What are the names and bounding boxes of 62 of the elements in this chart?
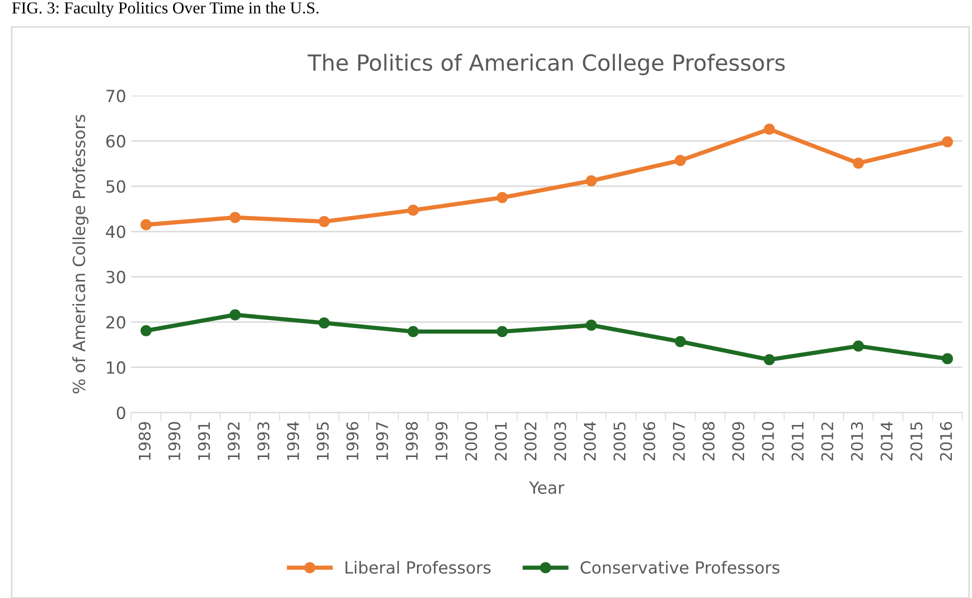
x-tick-label: 1993 xyxy=(257,422,270,460)
point xyxy=(230,212,241,224)
point xyxy=(408,326,419,338)
point xyxy=(674,154,686,166)
x-tick-label: 1995 xyxy=(316,422,329,460)
point xyxy=(496,192,508,204)
point xyxy=(764,124,775,135)
y-tick-label: 50 xyxy=(106,180,126,193)
legend-label: Conservative Professors xyxy=(580,560,780,574)
point xyxy=(674,336,686,348)
x-tick-label: 1998 xyxy=(406,422,418,460)
x-tick-label: 2005 xyxy=(614,422,626,460)
x-tick-label: 1990 xyxy=(168,422,180,460)
point xyxy=(408,204,419,216)
y-tick-label: 70 xyxy=(106,90,126,102)
y-tick-label: 60 xyxy=(106,134,126,148)
point xyxy=(942,136,953,148)
point xyxy=(852,340,864,352)
y-axis-title: % of American College Professors xyxy=(72,114,88,394)
point xyxy=(586,320,597,331)
x-tick-label: 1991 xyxy=(198,422,210,460)
point xyxy=(586,175,597,186)
x-tick-label: 2008 xyxy=(702,422,715,460)
x-tick-label: 2004 xyxy=(584,422,596,460)
x-tick-label: 2000 xyxy=(465,422,478,460)
y-tick-label: 10 xyxy=(106,361,126,374)
x-tick-label: 2011 xyxy=(792,422,804,460)
point xyxy=(942,353,953,364)
x-axis-title: Year xyxy=(529,482,564,494)
point xyxy=(318,216,330,228)
point xyxy=(140,325,152,336)
x-tick-label: 2012 xyxy=(821,422,834,460)
y-tick-label: 20 xyxy=(106,316,126,329)
x-tick-label: 1997 xyxy=(376,422,388,460)
x-tick-label: 2010 xyxy=(762,422,774,460)
x-tick-label: 2014 xyxy=(880,422,893,460)
x-tick-label: 1989 xyxy=(138,422,151,460)
chart-title: The Politics of American College Professors xyxy=(308,54,785,76)
point xyxy=(318,317,330,329)
x-tick-label: 2016 xyxy=(940,422,952,460)
point xyxy=(852,158,864,169)
point xyxy=(764,354,775,366)
x-tick-label: 2007 xyxy=(672,422,685,460)
x-tick-label: 2003 xyxy=(554,422,566,460)
x-tick-label: 1992 xyxy=(228,422,240,460)
legend-label: Liberal Professors xyxy=(346,560,491,574)
x-tick-label: 1999 xyxy=(435,422,448,460)
x-tick-label: 2006 xyxy=(643,422,656,460)
y-tick-label: 0 xyxy=(116,406,126,420)
point xyxy=(496,326,508,338)
y-tick-label: 30 xyxy=(106,270,126,284)
x-tick-label: 2009 xyxy=(732,422,744,460)
x-tick-label: 2001 xyxy=(494,422,507,460)
caption: FIG. 3: Faculty Politics Over Time in the U.S. xyxy=(12,2,318,17)
x-tick-label: 1994 xyxy=(287,422,300,460)
y-tick-label: 40 xyxy=(106,225,126,238)
x-tick-label: 2013 xyxy=(850,422,864,460)
x-tick-label: 2002 xyxy=(524,422,537,460)
x-tick-label: 1996 xyxy=(346,422,358,460)
point xyxy=(140,219,152,230)
point xyxy=(230,309,241,320)
x-tick-label: 2015 xyxy=(910,422,922,460)
